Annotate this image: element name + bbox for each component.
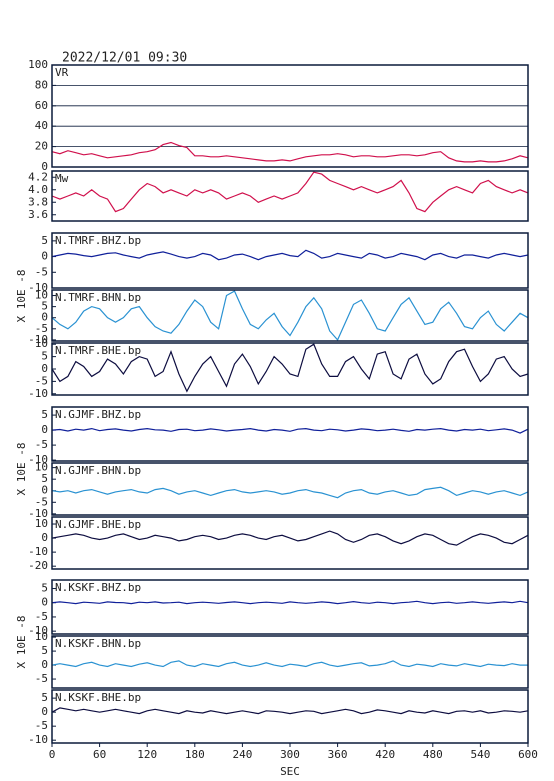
y-tick-label: -10 xyxy=(28,333,48,346)
y-tick-label: 3.8 xyxy=(28,195,48,208)
y-tick-label: -5 xyxy=(35,672,48,685)
x-tick-label: 300 xyxy=(280,748,300,761)
y-tick-label: 4.0 xyxy=(28,183,48,196)
trace xyxy=(51,427,529,434)
trace-name: N.KSKF.BHN.bp xyxy=(55,637,141,650)
panel-frame xyxy=(51,64,529,168)
y-tick-label: -10 xyxy=(28,733,48,746)
y-tick-label: -5 xyxy=(35,719,48,732)
y-axis-label: X 10E -8 xyxy=(15,616,28,669)
trace-name: N.KSKF.BHE.bp xyxy=(55,691,141,704)
y-tick-label: -5 xyxy=(35,322,48,335)
y-tick-label: 0 xyxy=(41,658,48,671)
trace-name: N.GJMF.BHE.bp xyxy=(55,518,141,531)
y-tick-label: 10 xyxy=(35,517,48,530)
y-tick-label: 5 xyxy=(41,300,48,313)
y-tick-label: -5 xyxy=(35,438,48,451)
x-axis-label: SEC xyxy=(280,765,300,778)
trace xyxy=(51,486,529,499)
y-tick-label: 60 xyxy=(35,99,48,112)
trace xyxy=(51,249,529,261)
y-tick-label: 4.2 xyxy=(28,170,48,183)
x-tick-label: 240 xyxy=(232,748,252,761)
trace xyxy=(51,660,528,668)
trace-name: N.TMRF.BHN.bp xyxy=(55,291,141,304)
y-tick-label: 0 xyxy=(41,423,48,436)
y-tick-label: 40 xyxy=(35,119,48,132)
panel-frame xyxy=(51,406,529,462)
x-tick-label: 480 xyxy=(423,748,443,761)
y-tick-label: -10 xyxy=(28,507,48,520)
trace-name: Mw xyxy=(55,172,69,185)
panel-frame xyxy=(51,170,529,222)
trace xyxy=(51,707,529,715)
trace-name: N.GJMF.BHN.bp xyxy=(55,464,141,477)
trace xyxy=(51,600,529,605)
y-axis-label: X 10E -8 xyxy=(15,270,28,323)
y-tick-label: 5 xyxy=(41,234,48,247)
trace-name: N.KSKF.BHZ.bp xyxy=(55,581,141,594)
trace-name: N.GJMF.BHZ.bp xyxy=(55,408,141,421)
y-tick-label: 5 xyxy=(41,472,48,485)
y-tick-label: 10 xyxy=(35,461,48,474)
x-tick-label: 540 xyxy=(470,748,490,761)
y-tick-label: 5 xyxy=(41,408,48,421)
y-tick-label: 100 xyxy=(28,58,48,71)
y-tick-label: 0 xyxy=(41,160,48,173)
panel-frame xyxy=(51,579,529,635)
x-tick-label: 60 xyxy=(93,748,106,761)
x-tick-label: 0 xyxy=(49,748,56,761)
y-tick-label: -20 xyxy=(28,559,48,572)
y-tick-label: 5 xyxy=(41,691,48,704)
x-tick-label: 180 xyxy=(185,748,205,761)
panel-frame xyxy=(51,635,529,689)
y-tick-label: 10 xyxy=(35,630,48,643)
x-tick-label: 600 xyxy=(518,748,538,761)
y-tick-label: -10 xyxy=(28,453,48,466)
panel-frame xyxy=(51,516,529,570)
y-tick-label: 0 xyxy=(41,596,48,609)
trace-name: N.TMRF.BHE.bp xyxy=(55,344,141,357)
y-tick-label: 5 xyxy=(41,644,48,657)
y-tick-label: -5 xyxy=(35,265,48,278)
y-tick-label: 0 xyxy=(41,250,48,263)
y-tick-label: 20 xyxy=(35,140,48,153)
chart-title: 2022/12/01 09:30 xyxy=(62,51,187,66)
y-axis-label: X 10E -8 xyxy=(15,443,28,496)
y-tick-label: -10 xyxy=(28,281,48,294)
trace-name: N.TMRF.BHZ.bp xyxy=(55,234,141,247)
y-tick-label: 0 xyxy=(41,531,48,544)
y-tick-label: 10 xyxy=(35,289,48,302)
y-tick-label: 5 xyxy=(41,350,48,363)
panel-frame xyxy=(51,342,529,396)
y-tick-label: 10 xyxy=(35,337,48,350)
trace xyxy=(51,290,529,341)
trace xyxy=(51,530,529,546)
y-tick-label: 80 xyxy=(35,78,48,91)
x-tick-label: 360 xyxy=(328,748,348,761)
trace-name: VR xyxy=(55,66,69,79)
y-tick-label: -10 xyxy=(28,387,48,400)
x-tick-label: 420 xyxy=(375,748,395,761)
y-tick-label: -5 xyxy=(35,610,48,623)
y-tick-label: -5 xyxy=(35,374,48,387)
x-tick-label: 120 xyxy=(137,748,157,761)
y-tick-label: 0 xyxy=(41,362,48,375)
y-tick-label: 5 xyxy=(41,582,48,595)
panel-frame xyxy=(51,232,529,289)
trace xyxy=(51,171,529,213)
y-tick-label: -5 xyxy=(35,495,48,508)
trace xyxy=(51,343,529,393)
panel-frame xyxy=(51,289,529,342)
y-tick-label: 0 xyxy=(41,311,48,324)
y-tick-label: -10 xyxy=(28,624,48,637)
panel-frame xyxy=(51,462,529,516)
y-tick-label: 0 xyxy=(41,484,48,497)
trace xyxy=(51,141,529,163)
y-tick-label: 0 xyxy=(41,705,48,718)
y-tick-label: -10 xyxy=(28,545,48,558)
y-tick-label: 3.6 xyxy=(28,208,48,221)
